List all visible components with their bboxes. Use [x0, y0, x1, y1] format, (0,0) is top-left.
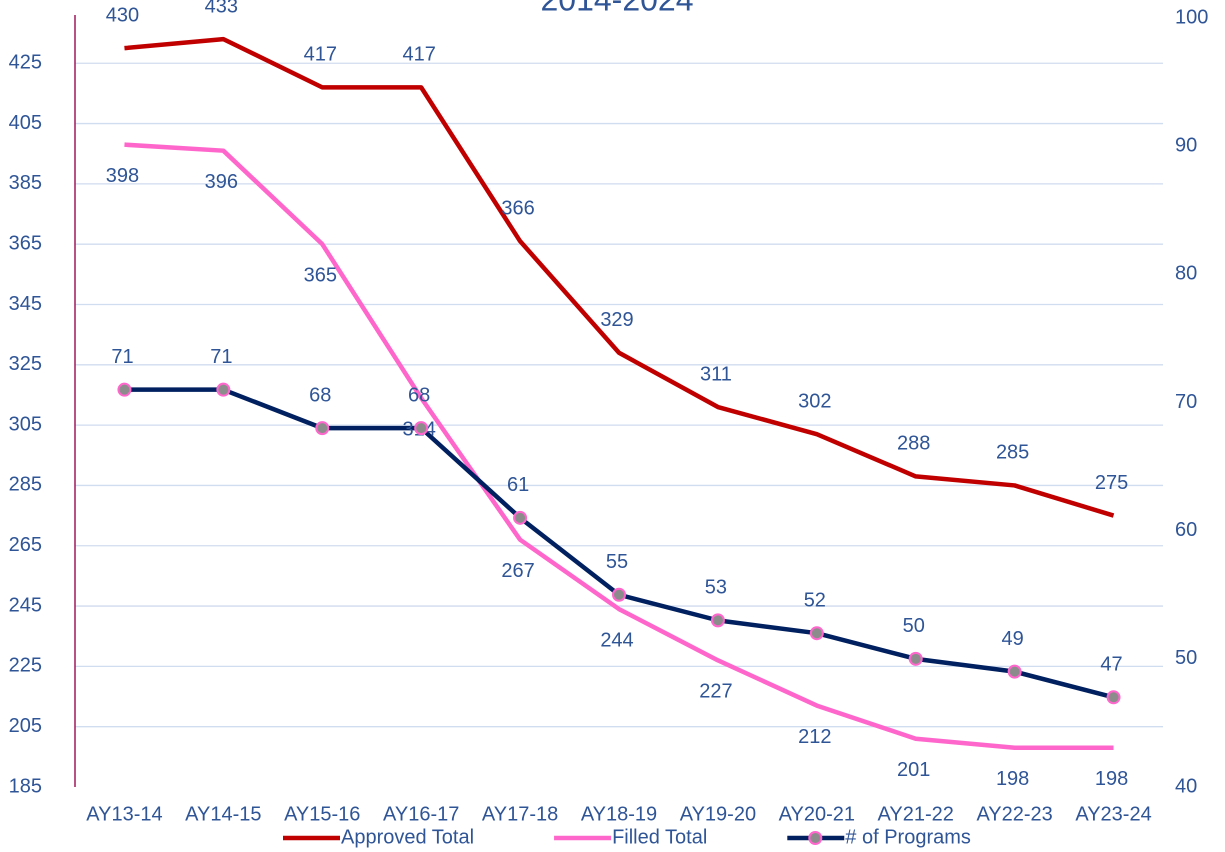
point [513, 510, 528, 525]
x-tick-label: AY20-21 [779, 803, 855, 825]
data-label: 396 [205, 171, 238, 193]
data-label: 227 [699, 681, 732, 703]
data-label: 68 [408, 384, 430, 406]
x-tick-label: AY17-18 [482, 803, 558, 825]
y2-tick-label: 70 [1175, 391, 1197, 413]
y-tick-label: 205 [9, 715, 42, 737]
legend-label: # of Programs [845, 826, 971, 848]
data-label: 285 [996, 442, 1029, 464]
y2-tick-label: 90 [1175, 134, 1197, 156]
x-tick-label: AY13-14 [86, 803, 162, 825]
point [1007, 664, 1022, 679]
data-label: 244 [600, 629, 633, 651]
x-tick-label: AY22-23 [976, 803, 1052, 825]
data-label: 417 [402, 44, 435, 66]
series-line [124, 142, 1114, 751]
data-label: 49 [1002, 628, 1024, 650]
y-tick-label: 405 [9, 112, 42, 134]
point [908, 651, 923, 666]
y-tick-label: 185 [9, 775, 42, 797]
data-label: 311 [700, 363, 732, 385]
point [809, 626, 824, 641]
data-label: 267 [501, 560, 534, 582]
data-label: 329 [600, 309, 633, 331]
data-label: 201 [897, 759, 930, 781]
y-tick-label: 305 [9, 413, 42, 435]
data-label: 433 [205, 0, 238, 17]
point [117, 382, 132, 397]
y-tick-label: 285 [9, 474, 42, 496]
point [414, 421, 429, 436]
x-tick-label: AY15-16 [284, 803, 360, 825]
y2-tick-label: 50 [1175, 647, 1197, 669]
x-tick-label: AY14-15 [185, 803, 261, 825]
y-tick-label: 425 [9, 52, 42, 74]
data-label: 275 [1095, 472, 1128, 494]
y-tick-label: 225 [9, 655, 42, 677]
y2-tick-label: 60 [1175, 519, 1197, 541]
legend-label: Filled Total [612, 826, 707, 848]
y2-tick-label: 40 [1175, 775, 1197, 797]
y-tick-label: 325 [9, 353, 42, 375]
legend-marker [808, 831, 823, 845]
point [216, 382, 231, 397]
point [315, 421, 330, 436]
data-label: 50 [903, 615, 925, 637]
y2-tick-label: 100 [1175, 6, 1208, 28]
y-tick-label: 385 [9, 172, 42, 194]
data-label: 417 [304, 44, 337, 66]
data-label: 61 [507, 474, 529, 496]
data-label: 47 [1100, 654, 1122, 676]
data-label: 71 [111, 346, 133, 368]
y-tick-label: 345 [9, 293, 42, 315]
data-label: 365 [304, 264, 337, 286]
data-label: 212 [798, 726, 831, 748]
x-tick-label: AY16-17 [383, 803, 459, 825]
y2-tick-label: 80 [1175, 263, 1197, 285]
y-tick-label: 265 [9, 534, 42, 556]
x-tick-label: AY23-24 [1075, 803, 1151, 825]
point [612, 587, 626, 602]
data-label: 302 [798, 390, 831, 412]
data-label: 68 [309, 384, 331, 406]
point [1106, 690, 1121, 705]
legend-label: Approved Total [341, 826, 474, 848]
data-label: 288 [897, 433, 930, 455]
chart-title: 2014-2024 [540, 0, 693, 17]
data-label: 53 [705, 577, 727, 599]
data-label: 366 [501, 197, 534, 219]
data-label: 198 [1095, 768, 1128, 790]
series-line [124, 36, 1115, 518]
point [710, 613, 725, 628]
data-label: 430 [106, 4, 139, 26]
y-tick-label: 245 [9, 594, 42, 616]
data-label: 52 [804, 589, 826, 611]
data-label: 398 [106, 165, 139, 187]
x-tick-label: AY18-19 [581, 803, 657, 825]
data-label: 71 [210, 346, 232, 368]
x-tick-label: AY21-22 [878, 803, 954, 825]
data-label: 55 [606, 551, 628, 573]
data-label: 198 [996, 768, 1029, 790]
y-tick-label: 365 [9, 232, 42, 254]
x-tick-label: AY19-20 [680, 803, 756, 825]
